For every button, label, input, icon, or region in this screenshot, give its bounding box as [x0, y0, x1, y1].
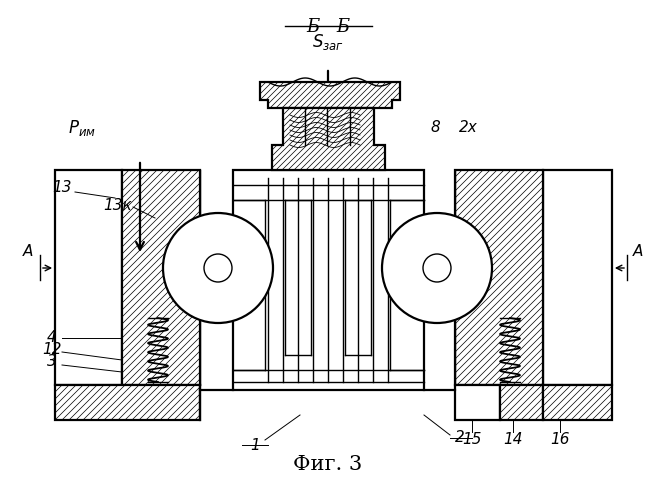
Text: Фиг. 3: Фиг. 3 — [294, 455, 363, 474]
Text: 13к: 13к — [104, 198, 132, 212]
Text: 16: 16 — [551, 432, 570, 448]
Text: 8: 8 — [430, 120, 440, 136]
Text: 4: 4 — [47, 330, 57, 345]
Text: $S_{зaг}$: $S_{зaг}$ — [312, 32, 344, 52]
Polygon shape — [500, 385, 543, 420]
Text: 13: 13 — [53, 180, 72, 196]
Text: 2: 2 — [455, 430, 465, 446]
Polygon shape — [122, 170, 200, 385]
Text: 14: 14 — [503, 432, 523, 448]
Text: 3: 3 — [47, 354, 57, 370]
Text: Б - Б: Б - Б — [306, 18, 350, 36]
Text: 1: 1 — [250, 438, 260, 452]
Polygon shape — [55, 385, 200, 420]
Polygon shape — [543, 385, 612, 420]
Circle shape — [163, 213, 273, 323]
Circle shape — [382, 213, 492, 323]
Text: A: A — [633, 244, 643, 260]
Polygon shape — [260, 82, 400, 108]
Polygon shape — [455, 170, 543, 385]
Text: 12: 12 — [42, 342, 62, 357]
Text: 15: 15 — [463, 432, 482, 448]
Polygon shape — [543, 170, 612, 385]
Text: $P_{им}$: $P_{им}$ — [68, 118, 96, 138]
Polygon shape — [455, 385, 500, 420]
Polygon shape — [55, 170, 122, 385]
Text: 2х: 2х — [459, 120, 478, 136]
Polygon shape — [272, 108, 385, 170]
Polygon shape — [233, 170, 424, 390]
Text: A: A — [23, 244, 34, 260]
